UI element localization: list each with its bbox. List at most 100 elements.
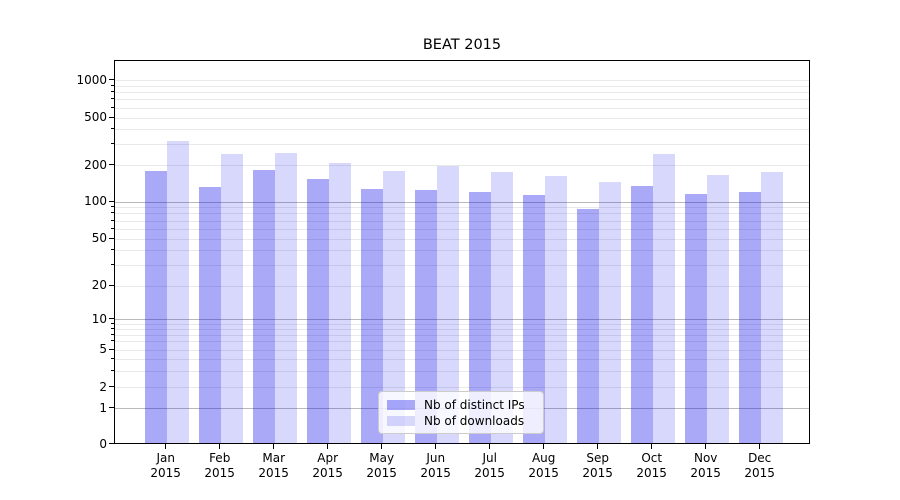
y-tick-minor xyxy=(111,219,114,221)
y-tick-minor xyxy=(111,369,114,371)
x-tick-label-line: Nov xyxy=(693,450,718,465)
x-tick-label-line: Feb xyxy=(209,450,231,465)
bar-distinct-ips xyxy=(198,186,221,444)
gridline-minor xyxy=(115,323,809,325)
bar-downloads xyxy=(166,141,189,444)
gridline-100 xyxy=(115,201,809,203)
y-tick-label: 1 xyxy=(99,400,107,415)
x-tick-label: Jul 2015 xyxy=(458,451,522,481)
x-tick-label-line: May xyxy=(369,450,395,465)
x-tick-label: Aug 2015 xyxy=(512,451,576,481)
x-tick-label-line: 2015 xyxy=(528,465,559,480)
gridline-minor xyxy=(115,129,809,131)
gridline-50 xyxy=(115,238,809,240)
bar-downloads xyxy=(544,175,567,444)
legend-item-distinct-ips: Nb of distinct IPs xyxy=(387,397,535,413)
x-tick xyxy=(489,443,491,449)
bar-downloads xyxy=(490,172,513,444)
gridline-minor xyxy=(115,370,809,372)
x-tick-label: Apr 2015 xyxy=(296,451,360,481)
y-tick xyxy=(109,386,114,388)
x-tick xyxy=(543,443,545,449)
x-tick-label-line: Mar xyxy=(262,450,285,465)
y-tick-minor xyxy=(111,106,114,108)
gridline-20 xyxy=(115,285,809,287)
bar-distinct-ips xyxy=(144,171,167,444)
x-tick-label-line: 2015 xyxy=(258,465,289,480)
x-tick-label-line: Dec xyxy=(748,450,772,465)
x-tick-label: May 2015 xyxy=(350,451,414,481)
y-tick-minor xyxy=(111,142,114,144)
gridline-10 xyxy=(115,319,809,320)
y-tick-minor xyxy=(111,227,114,229)
x-tick xyxy=(759,443,761,449)
legend: Nb of distinct IPs Nb of downloads xyxy=(378,391,544,434)
x-tick-label-line: 2015 xyxy=(312,465,343,480)
y-tick-minor xyxy=(111,212,114,214)
bar-distinct-ips xyxy=(306,179,329,444)
x-tick-label-line: 2015 xyxy=(582,465,613,480)
gridline-minor xyxy=(115,99,809,101)
y-tick-minor xyxy=(111,84,114,86)
gridline-minor xyxy=(115,85,809,87)
y-tick xyxy=(109,237,114,239)
y-tick xyxy=(109,164,114,165)
bar-downloads xyxy=(436,165,459,444)
bar-distinct-ips xyxy=(684,193,707,444)
x-tick-label: Jan 2015 xyxy=(134,451,198,481)
x-tick-label-line: 2015 xyxy=(150,465,181,480)
gridline-minor xyxy=(115,220,809,222)
bar-distinct-ips xyxy=(522,195,545,444)
x-tick-label-line: 2015 xyxy=(636,465,667,480)
x-tick-label-line: 2015 xyxy=(420,465,451,480)
y-tick xyxy=(109,79,114,80)
y-tick-label: 0 xyxy=(99,436,107,451)
y-tick xyxy=(109,348,114,350)
y-tick-label: 5 xyxy=(99,342,107,356)
bar-downloads xyxy=(598,181,621,444)
y-tick-minor xyxy=(111,206,114,208)
y-tick-label: 10 xyxy=(91,311,107,326)
bar-distinct-ips xyxy=(738,191,761,444)
x-tick xyxy=(651,443,653,449)
x-tick xyxy=(705,443,707,449)
y-tick xyxy=(109,200,114,202)
x-tick xyxy=(327,443,329,449)
x-tick-label-line: Oct xyxy=(641,450,663,465)
x-tick-label-line: Jan xyxy=(156,450,175,465)
bar-downloads xyxy=(382,171,405,444)
bar-distinct-ips xyxy=(414,190,437,444)
gridline-200 xyxy=(115,165,809,166)
x-tick xyxy=(219,443,221,449)
y-tick-label: 20 xyxy=(91,278,107,292)
gridline-minor xyxy=(115,328,809,330)
y-tick-label: 100 xyxy=(84,194,107,208)
y-tick-label: 200 xyxy=(84,157,107,172)
gridline-5 xyxy=(115,349,809,351)
y-tick-label: 2 xyxy=(99,379,107,394)
gridline-500 xyxy=(115,117,809,119)
legend-swatch-distinct-ips xyxy=(387,400,415,410)
x-tick-label-line: 2015 xyxy=(366,465,397,480)
x-tick-label: Mar 2015 xyxy=(242,451,306,481)
y-tick-minor xyxy=(111,128,114,130)
chart-title: BEAT 2015 xyxy=(422,37,502,53)
x-tick xyxy=(435,443,437,449)
y-tick-minor xyxy=(111,327,114,329)
gridline-minor xyxy=(115,341,809,343)
y-tick-label: 500 xyxy=(84,110,107,124)
x-tick-label: Jun 2015 xyxy=(404,451,468,481)
gridline-minor xyxy=(115,213,809,215)
x-tick-label-line: 2015 xyxy=(690,465,721,480)
y-tick-minor xyxy=(111,333,114,335)
y-tick xyxy=(109,318,114,319)
x-tick-label-line: Jul xyxy=(482,450,497,465)
bar-distinct-ips xyxy=(576,209,599,444)
x-tick-label: Dec 2015 xyxy=(728,451,792,481)
x-tick xyxy=(597,443,599,449)
bar-distinct-ips xyxy=(252,170,275,444)
gridline-minor xyxy=(115,249,809,251)
bar-downloads xyxy=(760,171,783,444)
y-tick-label: 50 xyxy=(91,231,107,245)
